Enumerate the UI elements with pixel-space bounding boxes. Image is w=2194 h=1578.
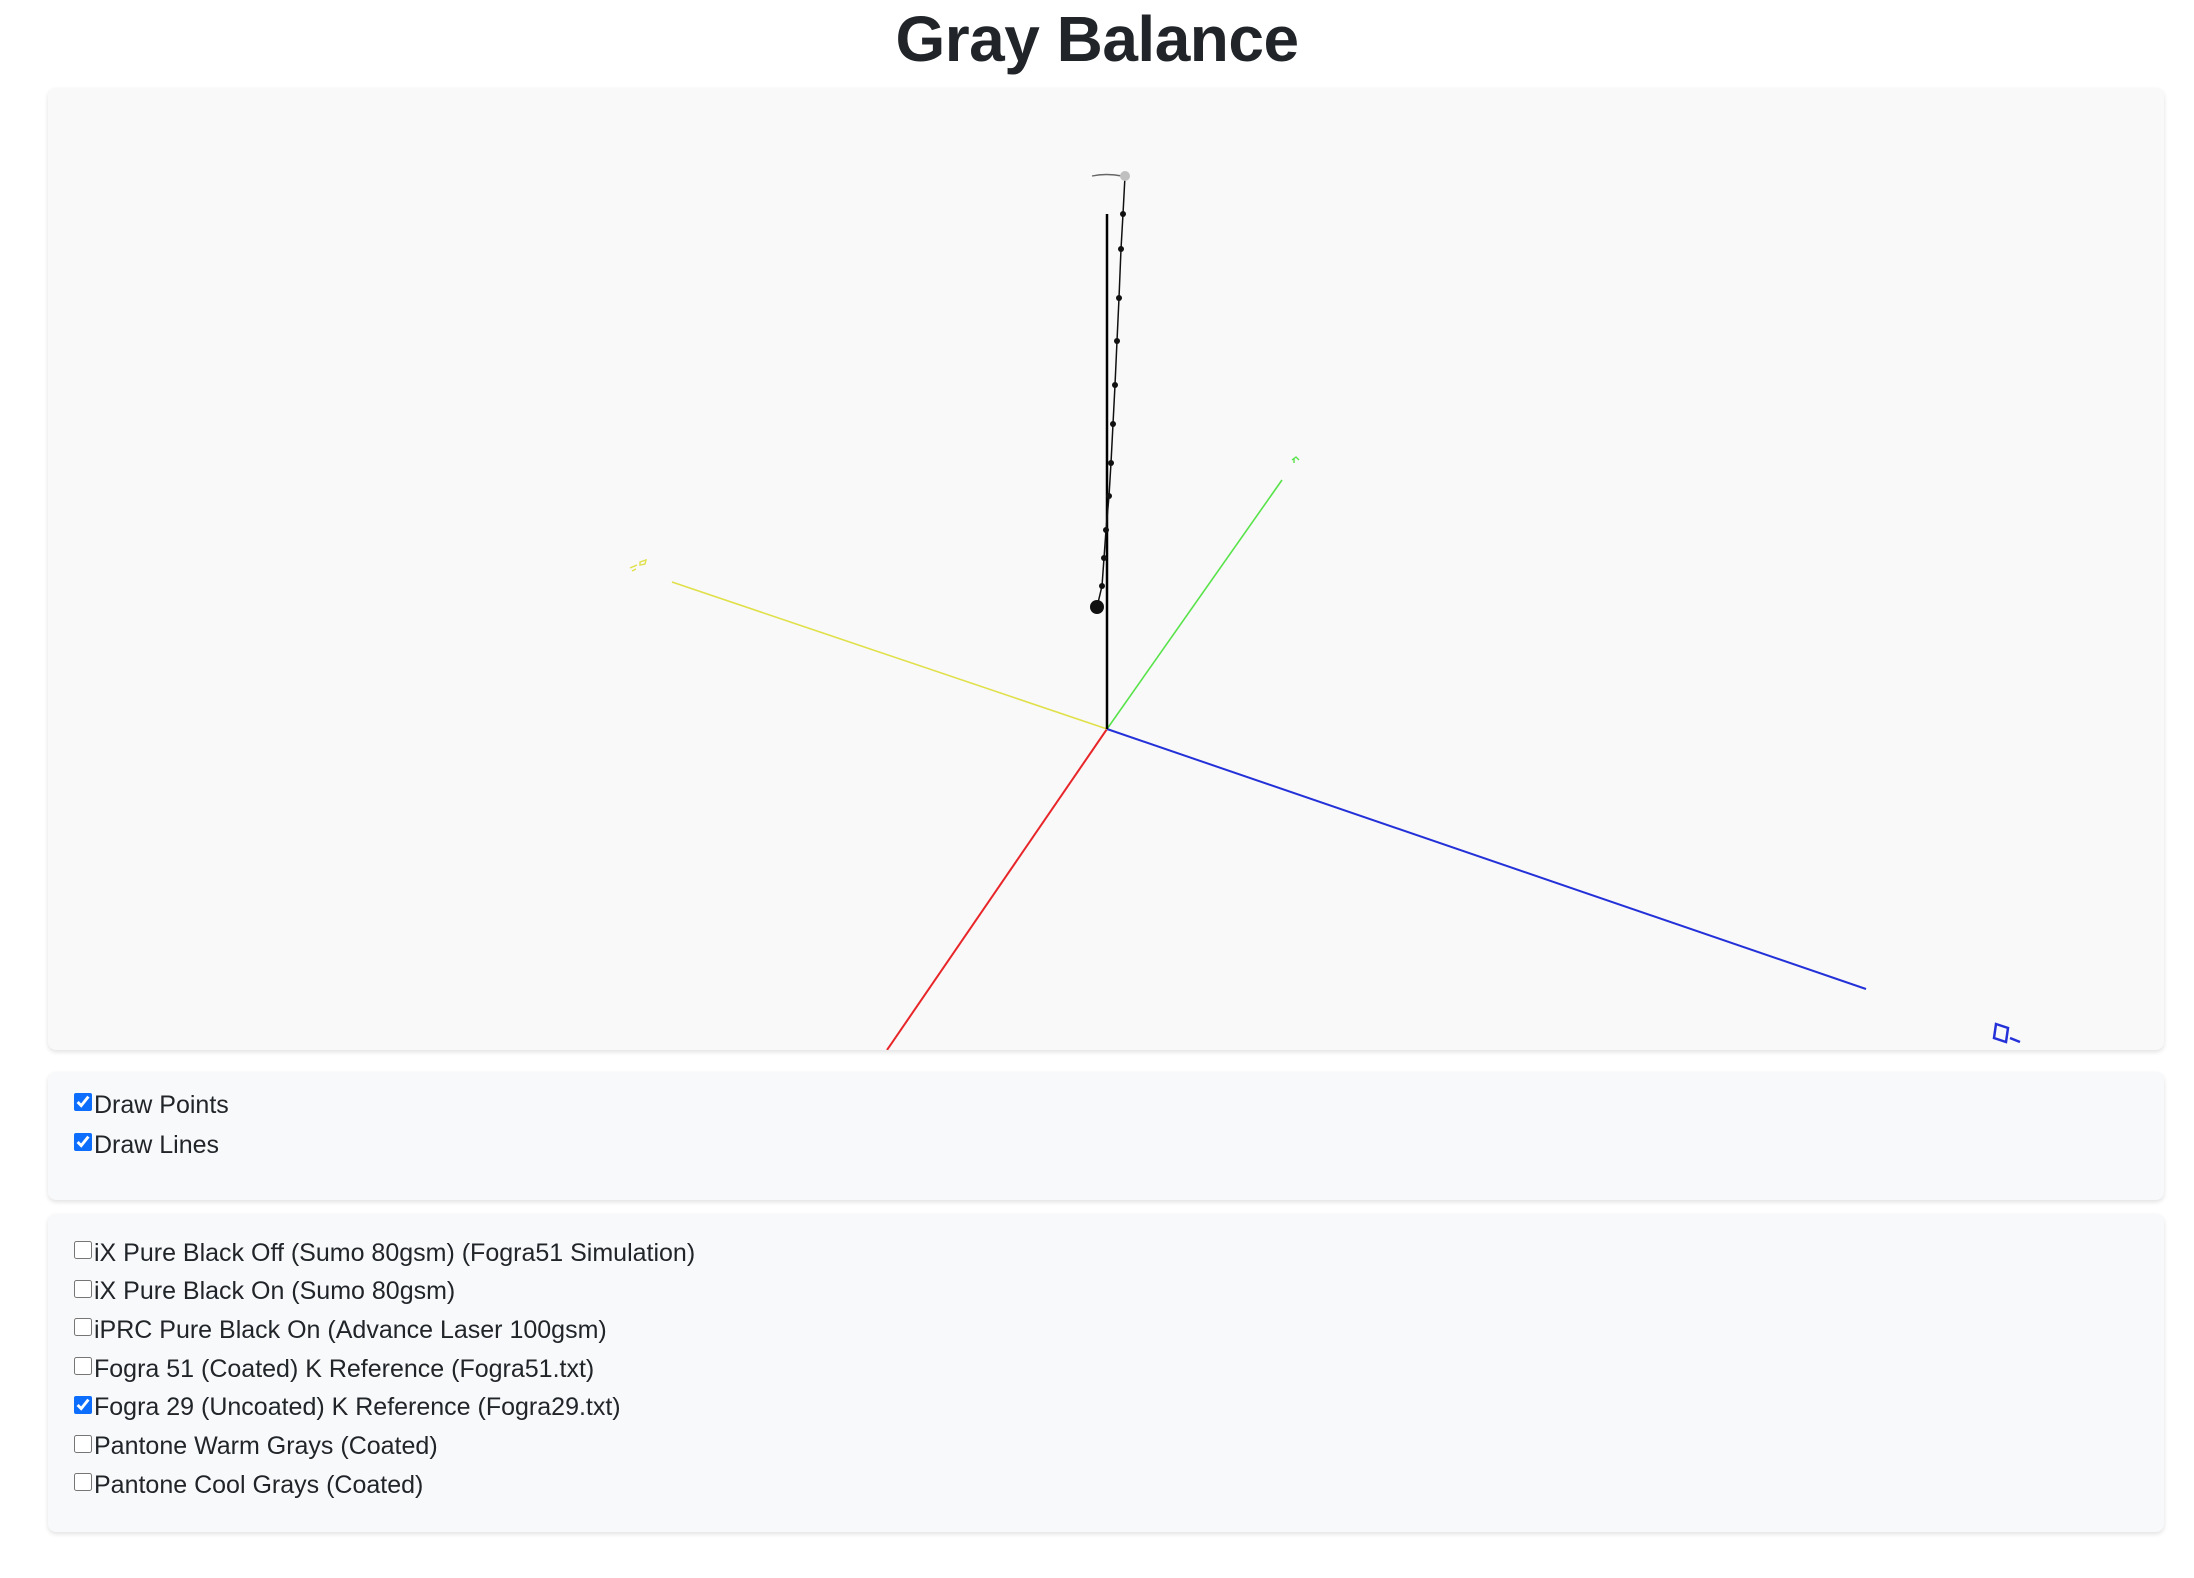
gray-curve-point [1116, 295, 1122, 301]
dataset-item-3-checkbox[interactable] [74, 1318, 92, 1337]
gray-curve-line [1096, 175, 1126, 608]
gray-curve-point [1110, 421, 1116, 427]
3d-scene[interactable] [48, 88, 2164, 1050]
dataset-item-7-option[interactable]: Pantone Cool Grays (Coated) [74, 1466, 423, 1504]
draw-points-label: Draw Points [94, 1090, 229, 1119]
gray-curve-point [1108, 460, 1114, 466]
dataset-item-7-checkbox[interactable] [74, 1473, 92, 1492]
yellow-axis-label-icon [629, 558, 647, 572]
draw-lines-checkbox[interactable] [74, 1133, 92, 1151]
gray-curve-point [1112, 382, 1118, 388]
dataset-item-1-label: iX Pure Black Off (Sumo 80gsm) (Fogra51 … [94, 1238, 696, 1267]
gray-curve-point [1120, 171, 1130, 181]
dataset-item-5-checkbox[interactable] [74, 1395, 92, 1414]
dataset-item-4-label: Fogra 51 (Coated) K Reference (Fogra51.t… [94, 1354, 595, 1383]
datasets-panel: iX Pure Black Off (Sumo 80gsm) (Fogra51 … [48, 1214, 2164, 1532]
gray-curve-point [1118, 246, 1124, 252]
dataset-item-1-checkbox[interactable] [74, 1241, 92, 1259]
dataset-item-4-option[interactable]: Fogra 51 (Coated) K Reference (Fogra51.t… [74, 1350, 594, 1388]
lightness-axis-label-icon [1091, 173, 1123, 177]
dataset-item-2-checkbox[interactable] [74, 1279, 92, 1298]
red-axis-line [886, 728, 1108, 1050]
dataset-item-5-option[interactable]: Fogra 29 (Uncoated) K Reference (Fogra29… [74, 1389, 621, 1427]
green-axis-label-icon [1291, 456, 1300, 463]
yellow-axis-line [671, 581, 1108, 730]
dataset-item-1-option[interactable]: iX Pure Black Off (Sumo 80gsm) (Fogra51 … [74, 1234, 695, 1272]
dataset-item-6-checkbox[interactable] [74, 1434, 92, 1453]
dataset-item-3-option[interactable]: iPRC Pure Black On (Advance Laser 100gsm… [74, 1311, 607, 1349]
gray-curve-point [1114, 338, 1120, 344]
draw-lines-label: Draw Lines [94, 1130, 220, 1159]
dataset-item-5-label: Fogra 29 (Uncoated) K Reference (Fogra29… [94, 1393, 621, 1422]
draw-points-option[interactable]: Draw Points [74, 1086, 229, 1124]
dataset-item-7-label: Pantone Cool Grays (Coated) [94, 1470, 424, 1499]
dataset-item-2-option[interactable]: iX Pure Black On (Sumo 80gsm) [74, 1273, 455, 1311]
draw-lines-option[interactable]: Draw Lines [74, 1126, 219, 1164]
dataset-item-4-checkbox[interactable] [74, 1357, 92, 1376]
dataset-item-6-label: Pantone Warm Grays (Coated) [94, 1432, 438, 1460]
draw-points-checkbox[interactable] [74, 1093, 92, 1111]
green-axis-line [1106, 479, 1283, 730]
gray-curve-point [1101, 555, 1107, 561]
gray-curve-point [1099, 583, 1105, 589]
gray-curve-point [1090, 600, 1104, 614]
page-title: Gray Balance [895, 3, 1299, 75]
blue-axis-label-icon [1992, 1022, 2021, 1044]
gray-curve-point [1106, 493, 1112, 499]
blue-axis-line [1106, 728, 1867, 990]
3d-viewport[interactable] [48, 88, 2164, 1050]
display-options-panel: Draw Points Draw Lines [48, 1072, 2164, 1200]
dataset-item-2-label: iX Pure Black On (Sumo 80gsm) [94, 1277, 456, 1306]
gray-curve-point [1120, 211, 1126, 217]
gray-curve-point [1103, 527, 1109, 533]
gray-balance-curve [1090, 171, 1130, 614]
dataset-item-3-label: iPRC Pure Black On (Advance Laser 100gsm… [94, 1315, 607, 1344]
dataset-item-6-option[interactable]: Pantone Warm Grays (Coated) [74, 1428, 438, 1466]
